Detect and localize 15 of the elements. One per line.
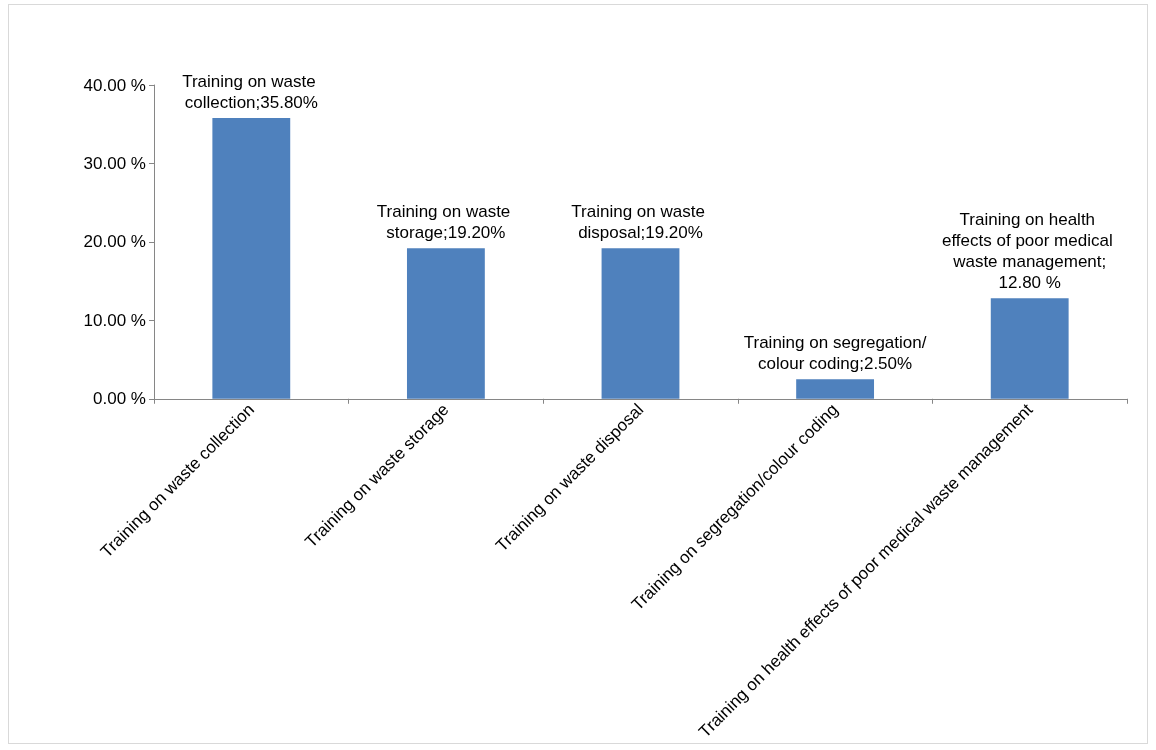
bar xyxy=(990,298,1069,399)
y-tick-label: 0.00 % xyxy=(93,389,146,409)
data-label: Training on waste storage;19.20% xyxy=(376,202,516,243)
data-label: Training on health effects of poor medical waste management;12.80 % xyxy=(941,210,1118,293)
y-tick-label: 40.00 % xyxy=(83,75,146,95)
bar xyxy=(406,248,485,399)
data-label: Training on waste collection;35.80% xyxy=(182,71,321,112)
bar xyxy=(212,117,291,399)
bar xyxy=(601,248,680,399)
y-tick-label: 10.00 % xyxy=(83,310,146,330)
data-label: Training on waste disposal;19.20% xyxy=(571,202,710,243)
bar xyxy=(796,379,875,399)
y-tick-label: 20.00 % xyxy=(83,232,146,252)
data-label: Training on segregation/colour coding;2.50% xyxy=(743,333,927,374)
y-tick-label: 30.00 % xyxy=(83,153,146,173)
